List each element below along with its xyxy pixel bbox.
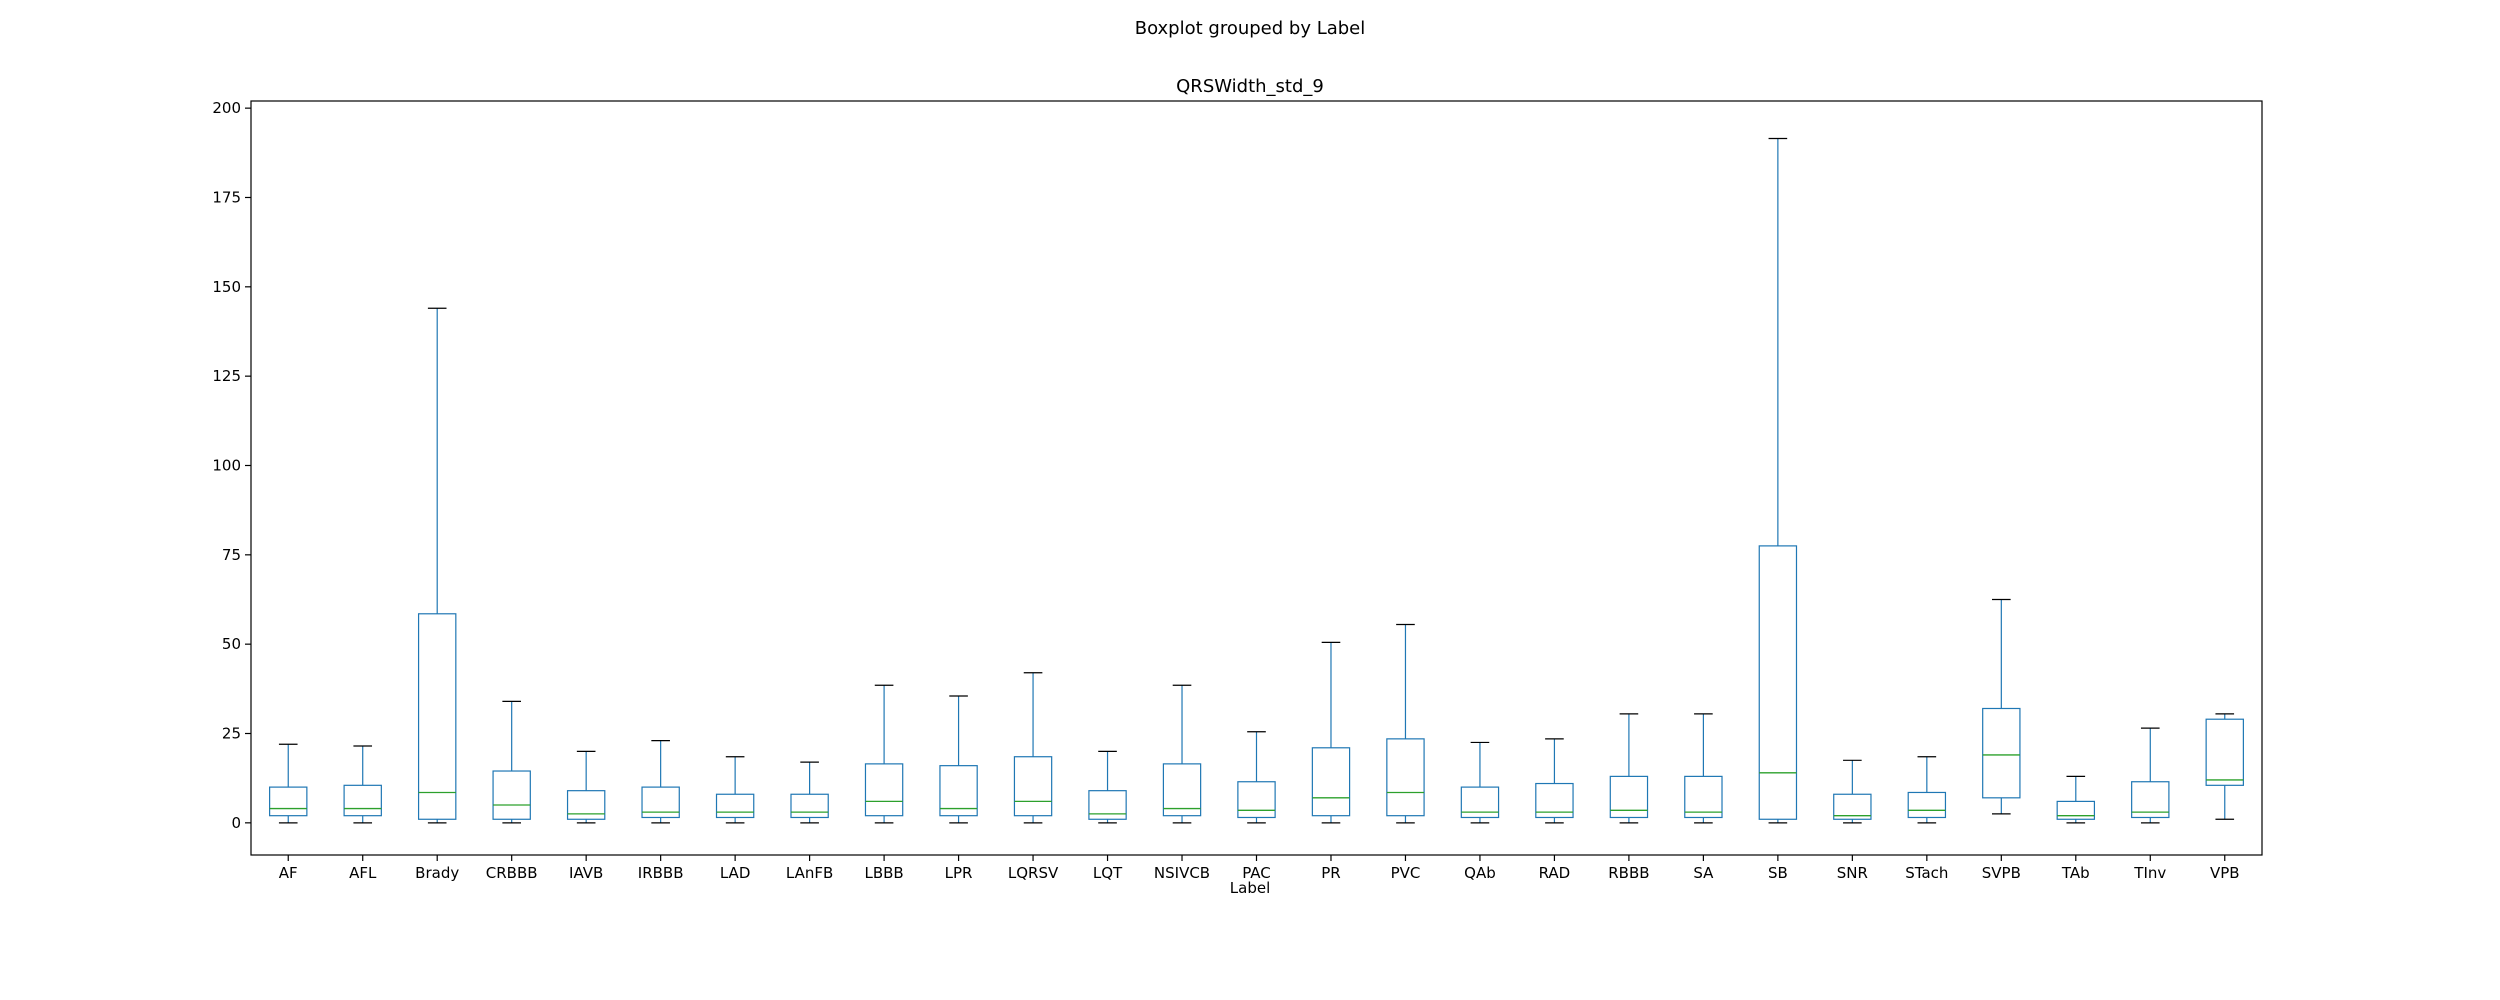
y-tick-label: 100 (212, 456, 241, 474)
x-tick-label: SVPB (1982, 864, 2021, 882)
x-tick-label: PVC (1391, 864, 1421, 882)
box-iqr (1535, 782, 1574, 819)
box-iqr (1088, 790, 1127, 820)
x-tick-label: RBBB (1608, 864, 1649, 882)
box-iqr (715, 793, 755, 819)
box-iqr (864, 763, 904, 817)
x-tick-label: LQRSV (1008, 864, 1059, 882)
x-tick-label: VPB (2210, 864, 2240, 882)
box-iqr (343, 784, 382, 817)
axes-title: QRSWidth_std_9 (1176, 76, 1324, 97)
plot-area: 0 25 50 75 100 125 150 175 200 AF AFL Brady CRBBB IAV… (212, 99, 2263, 882)
x-tick-label: IRBBB (638, 864, 684, 882)
x-tick-label: CRBBB (486, 864, 538, 882)
box-iqr (492, 770, 531, 820)
y-tick-label: 75 (222, 546, 241, 564)
x-tick-label: LAD (720, 864, 751, 882)
x-tick-label: SNR (1837, 864, 1868, 882)
x-tick-label: AFL (349, 864, 377, 882)
y-tick-label: 150 (212, 278, 241, 296)
x-tick-label: PAC (1242, 864, 1271, 882)
figure-suptitle: Boxplot grouped by Label (1135, 18, 1366, 39)
box-iqr (1013, 756, 1053, 817)
box-iqr (939, 765, 978, 817)
box-iqr (790, 793, 829, 819)
x-tick-label: PR (1321, 864, 1340, 882)
box-iqr (2205, 718, 2244, 786)
box-iqr (1907, 791, 1947, 819)
x-tick-label: AF (279, 864, 298, 882)
box-iqr (1460, 786, 1500, 819)
x-tick-label: LPR (945, 864, 973, 882)
box-iqr (1162, 763, 1202, 817)
y-tick-label: 0 (231, 814, 241, 832)
x-axis-label: Label (1230, 879, 1270, 897)
x-tick-label: LBBB (864, 864, 903, 882)
y-tick-label: 25 (222, 725, 241, 743)
x-tick-label: RAD (1539, 864, 1571, 882)
x-tick-label: SA (1693, 864, 1714, 882)
y-tick-label: 200 (212, 99, 241, 117)
x-tick-label: LAnFB (786, 864, 833, 882)
x-tick-label: SB (1768, 864, 1788, 882)
box-iqr (1237, 781, 1276, 819)
x-tick-label: Brady (415, 864, 459, 882)
box-iqr (2056, 800, 2096, 820)
x-tick-label: IAVB (569, 864, 603, 882)
box-iqr (2131, 781, 2170, 819)
x-tick-label: LQT (1093, 864, 1123, 882)
x-tick-label: TAb (2061, 864, 2090, 882)
x-tick-label: NSIVCB (1154, 864, 1210, 882)
box-iqr (417, 613, 457, 820)
box-iqr (1758, 545, 1798, 820)
box-iqr (1311, 747, 1351, 817)
x-tick-label: QAb (1464, 864, 1496, 882)
y-tick-label: 50 (222, 635, 241, 653)
box-iqr (641, 786, 680, 819)
box-iqr (1386, 738, 1425, 817)
box-iqr (566, 790, 606, 820)
x-tick-label: STach (1905, 864, 1948, 882)
y-tick-label: 175 (212, 188, 241, 206)
box-iqr (1982, 707, 2021, 799)
box-iqr (1609, 775, 1649, 819)
box-iqr (1684, 775, 1723, 819)
box-iqr (1833, 793, 1872, 820)
x-tick-label: TInv (2133, 864, 2166, 882)
y-tick-label: 125 (212, 367, 241, 385)
box-iqr (269, 786, 308, 817)
